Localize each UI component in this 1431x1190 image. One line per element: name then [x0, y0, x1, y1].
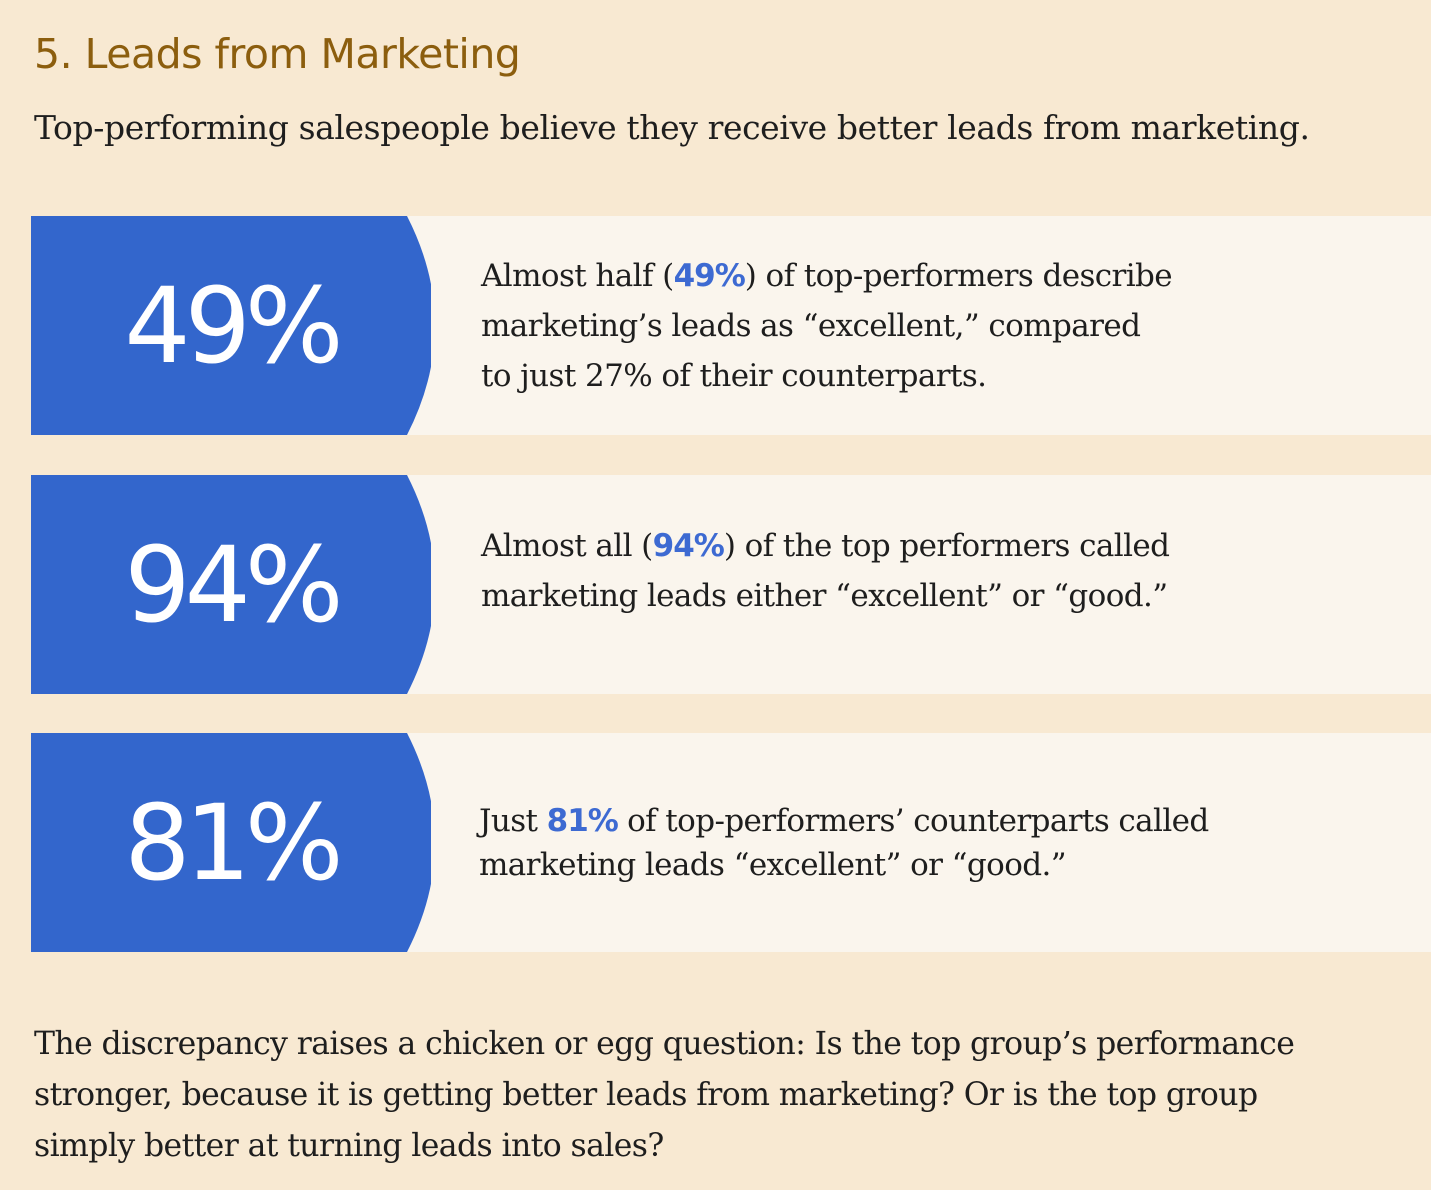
stat-highlight: 49% — [673, 257, 746, 294]
stat-card: 49% Almost half (49%) of top-performers … — [31, 216, 1431, 435]
stat-description-line: Almost half (49%) of top-performers desc… — [481, 257, 1173, 294]
section-subtitle: Top-performing salespeople believe they … — [34, 108, 1310, 147]
closing-line: The discrepancy raises a chicken or egg … — [34, 1026, 1295, 1062]
stat-card: 81% Just 81% of top-performers’ counterp… — [31, 733, 1431, 952]
stat-highlight: 94% — [652, 527, 725, 564]
stat-card: 94% Almost all (94%) of the top performe… — [31, 475, 1431, 694]
stat-blue-shape — [31, 475, 431, 694]
stat-description-line: Almost all (94%) of the top performers c… — [481, 527, 1170, 564]
section-title: 5. Leads from Marketing — [34, 30, 521, 78]
stat-description-line: to just 27% of their counterparts. — [481, 357, 987, 394]
stat-description: Just 81% of top-performers’ counterparts… — [479, 733, 1209, 952]
closing-paragraph: The discrepancy raises a chicken or egg … — [34, 1019, 1414, 1172]
stat-value: 81% — [124, 781, 343, 904]
stat-description-line: Just 81% of top-performers’ counterparts… — [479, 802, 1209, 839]
stat-description: Almost all (94%) of the top performers c… — [481, 461, 1170, 680]
stat-blue-shape — [31, 216, 431, 435]
stat-value: 49% — [124, 264, 343, 387]
stat-description-line: marketing leads either “excellent” or “g… — [481, 577, 1168, 614]
stat-description-line: marketing leads “excellent” or “good.” — [479, 846, 1067, 883]
closing-line: stronger, because it is getting better l… — [34, 1077, 1258, 1113]
closing-line: simply better at turning leads into sale… — [34, 1128, 664, 1164]
stat-blue-shape — [31, 733, 431, 952]
stat-description: Almost half (49%) of top-performers desc… — [481, 216, 1173, 435]
stat-value: 94% — [124, 523, 343, 646]
stat-description-line: marketing’s leads as “excellent,” compar… — [481, 307, 1141, 344]
stat-highlight: 81% — [546, 802, 619, 839]
